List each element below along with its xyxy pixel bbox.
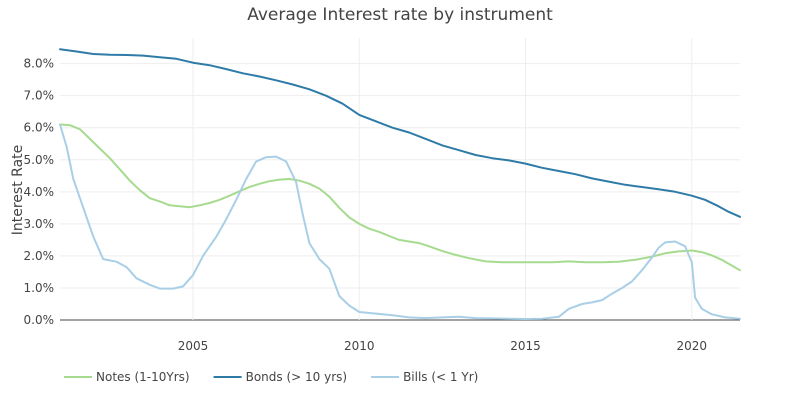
legend-label: Notes (1-10Yrs) bbox=[96, 370, 190, 384]
y-tick-label: 7.0% bbox=[24, 89, 55, 103]
x-ticks: 2005 2010 2015 2020 bbox=[178, 339, 707, 353]
x-tick-label: 2015 bbox=[510, 339, 541, 353]
series-line-2[interactable] bbox=[59, 123, 741, 320]
legend[interactable]: Notes (1-10Yrs) Bonds (> 10 yrs) Bills (< … bbox=[64, 370, 478, 384]
legend-item-2[interactable]: Bills (< 1 Yr) bbox=[371, 370, 478, 384]
y-tick-label: 5.0% bbox=[24, 153, 55, 167]
y-tick-label: 1.0% bbox=[24, 281, 55, 295]
legend-item-1[interactable]: Bonds (> 10 yrs) bbox=[213, 370, 347, 384]
series-lines bbox=[59, 48, 741, 320]
x-tick-label: 2005 bbox=[178, 339, 209, 353]
y-tick-label: 2.0% bbox=[24, 249, 55, 263]
x-tick-label: 2020 bbox=[677, 339, 708, 353]
legend-label: Bonds (> 10 yrs) bbox=[246, 370, 347, 384]
legend-label: Bills (< 1 Yr) bbox=[403, 370, 478, 384]
y-tick-label: 3.0% bbox=[24, 217, 55, 231]
x-tick-label: 2010 bbox=[344, 339, 375, 353]
y-tick-label: 8.0% bbox=[24, 57, 55, 71]
legend-item-0[interactable]: Notes (1-10Yrs) bbox=[64, 370, 190, 384]
y-tick-label: 6.0% bbox=[24, 121, 55, 135]
y-tick-label: 0.0% bbox=[24, 313, 55, 327]
y-axis-label: Interest Rate bbox=[10, 145, 26, 236]
series-line-1[interactable] bbox=[59, 48, 741, 218]
series-line-0[interactable] bbox=[59, 123, 741, 272]
y-ticks: 0.0% 1.0% 2.0% 3.0% 4.0% 5.0% 6.0% 7.0% 8.0% bbox=[24, 57, 55, 327]
chart-title: Average Interest rate by instrument bbox=[247, 5, 553, 25]
grid bbox=[60, 38, 740, 321]
y-tick-label: 4.0% bbox=[24, 185, 55, 199]
